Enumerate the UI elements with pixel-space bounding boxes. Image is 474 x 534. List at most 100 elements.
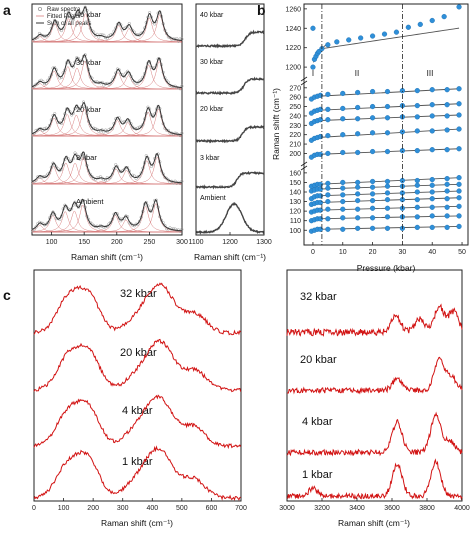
b-data-point	[456, 146, 462, 152]
c-right-xticklabel-1: 3200	[314, 505, 330, 512]
b-xticklabel-1: 10	[339, 249, 347, 256]
c-right-xlabel: Raman shift (cm⁻¹)	[338, 518, 410, 528]
a-left-raw-point	[46, 221, 50, 225]
a-left-raw-point	[180, 37, 184, 41]
b-data-point	[444, 181, 450, 187]
a-left-sum-3	[31, 151, 182, 184]
b-data-point	[414, 214, 420, 220]
a-left-sum-1	[31, 54, 182, 89]
c-left-label-4: 4 kbar	[122, 405, 153, 417]
b-data-point	[325, 192, 331, 198]
b-data-point	[340, 215, 346, 221]
b-data-point	[429, 128, 435, 134]
a-left-fit-peak-1-9	[32, 61, 182, 90]
a-left-xlabel: Raman shift (cm⁻¹)	[71, 252, 143, 262]
c-left-xticklabel-4: 400	[146, 505, 158, 512]
a-left-fit-peak-1-6	[32, 72, 182, 90]
b-data-point	[358, 35, 364, 41]
a-left-fit-peak-0-9	[32, 14, 182, 43]
a-left-raw-point	[178, 229, 182, 233]
a-left-raw-point	[122, 168, 126, 172]
a-left-raw-point	[132, 126, 136, 130]
a-left-raw-point	[127, 119, 131, 123]
b-data-point	[405, 24, 411, 30]
b-xticklabel-4: 40	[428, 249, 436, 256]
b-data-point	[340, 185, 346, 191]
b-region-1: I	[312, 69, 314, 78]
a-left-raw-point	[115, 165, 119, 169]
b-data-point	[355, 225, 361, 231]
a-left-raw-point	[180, 84, 184, 88]
b-data-point	[340, 105, 346, 112]
b-data-point	[444, 196, 450, 202]
b-yticklabel-2-5: 150	[289, 180, 301, 187]
b-data-point	[429, 224, 435, 230]
a-left-raw-point	[48, 123, 52, 127]
b-data-point	[325, 206, 331, 212]
panel-c-left-frame	[33, 269, 242, 502]
b-xticklabel-0: 0	[311, 249, 315, 256]
b-data-point	[414, 182, 420, 188]
b-data-point	[444, 204, 450, 210]
a-left-fit-peak-4-4	[32, 204, 182, 233]
b-data-point	[369, 178, 376, 185]
c-left-xticklabel-0: 0	[32, 505, 36, 512]
c-right-label-20: 20 kbar	[300, 354, 337, 366]
a-left-label-20: 20 kbar	[76, 105, 102, 114]
c-left-label-1: 1 kbar	[122, 456, 153, 468]
b-region-2: II	[355, 69, 359, 78]
b-data-point	[429, 204, 435, 210]
a-left-raw-point	[124, 214, 128, 218]
b-data-point	[355, 215, 361, 221]
b-data-point	[369, 33, 376, 39]
a-left-fit-peak-4-9	[32, 203, 182, 233]
b-data-point	[369, 215, 376, 221]
a-left-raw-point	[119, 219, 123, 223]
a-left-label-40: 40 kbar	[76, 10, 102, 19]
panel-b-frame	[303, 3, 469, 246]
b-data-point	[310, 64, 316, 70]
a-left-raw-point	[56, 73, 60, 77]
a-left-raw-point	[176, 86, 181, 90]
b-data-point	[414, 197, 420, 203]
c-right-label-4: 4 kbar	[302, 416, 333, 428]
b-xlabel: Pressure (kbar)	[357, 263, 416, 273]
b-region-3: III	[427, 69, 434, 78]
b-axis-break-top-1	[300, 76, 308, 82]
legend-raw-label: Raw spectra	[47, 7, 81, 13]
a-right-spectrum-0	[195, 29, 265, 49]
b-yticklabel-1-0: 200	[289, 151, 301, 158]
b-data-point	[340, 192, 346, 198]
a-left-label-ambient: Ambient	[76, 197, 104, 206]
b-data-point	[456, 101, 462, 107]
b-yticklabel-1-5: 250	[289, 104, 301, 111]
a-right-spectrum-2	[195, 124, 265, 144]
b-data-point	[369, 184, 376, 190]
a-right-xlabel: Raman shift (cm⁻¹)	[194, 252, 266, 262]
b-yticklabel-2-3: 130	[289, 199, 301, 206]
b-yticklabel-1-2: 220	[289, 132, 301, 139]
c-right-spectrum-2	[286, 411, 463, 457]
b-fit-line-1-2	[311, 114, 460, 124]
b-yticklabel-1-1: 210	[289, 142, 301, 149]
a-left-raw-point	[165, 32, 169, 36]
c-left-xlabel: Raman shift (cm⁻¹)	[101, 518, 173, 528]
b-data-point	[429, 182, 435, 188]
b-data-point	[414, 103, 420, 109]
b-data-point	[355, 206, 361, 212]
b-data-point	[384, 130, 391, 136]
a-left-raw-point	[70, 113, 74, 117]
b-data-point	[444, 127, 450, 133]
b-data-point	[355, 179, 361, 186]
b-yticklabel-2-2: 120	[289, 209, 301, 216]
b-xticklabel-5: 50	[458, 249, 466, 256]
a-left-sum-4	[31, 198, 182, 232]
b-data-point	[429, 176, 435, 183]
legend-sum-label: Sum of all peaks	[47, 21, 91, 27]
a-left-raw-point	[83, 5, 87, 9]
b-yticklabel-0-3: 1260	[285, 6, 301, 13]
a-left-raw-point	[75, 203, 79, 207]
b-data-point	[355, 89, 361, 96]
a-left-raw-point	[53, 65, 57, 70]
b-axis-break-bottom-2	[300, 165, 308, 171]
